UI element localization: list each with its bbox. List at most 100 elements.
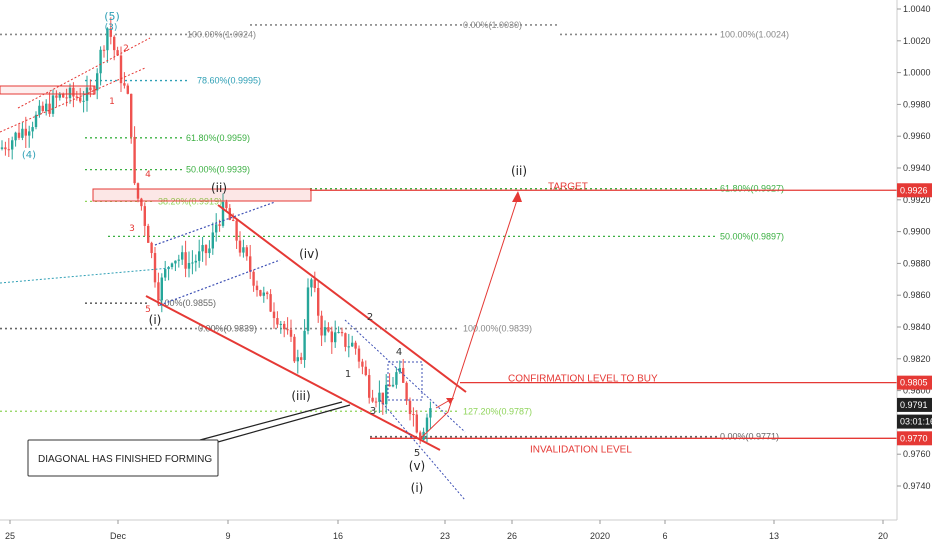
candle-body	[303, 330, 306, 360]
candle-body	[374, 401, 378, 403]
callout-text: DIAGONAL HAS FINISHED FORMING	[38, 454, 212, 465]
candle-body	[72, 87, 75, 97]
candle-body	[429, 408, 432, 418]
candle-body	[327, 327, 330, 332]
wave-label: 4	[145, 170, 151, 180]
price-badge	[897, 414, 932, 429]
price-badge-label: 03:01:16	[900, 417, 932, 427]
candle-body	[160, 277, 163, 301]
y-tick-label: 0.9880	[903, 258, 931, 268]
candle-body	[266, 292, 269, 295]
candle-body	[75, 96, 78, 98]
callout-pointer-1	[199, 401, 343, 441]
candle-body	[368, 375, 371, 398]
candle-body	[7, 149, 10, 151]
wave-label: (iv)	[299, 247, 319, 261]
candle-body	[211, 232, 214, 249]
projection-path	[420, 196, 519, 439]
candle-body	[351, 342, 354, 347]
candles	[0, 17, 432, 445]
candle-body	[51, 95, 55, 114]
candle-body	[99, 49, 102, 74]
candle-body	[381, 392, 384, 405]
wave4-zone	[387, 361, 423, 401]
candle-body	[147, 225, 150, 243]
candle-body	[289, 329, 293, 337]
y-tick-label: 0.9960	[903, 131, 931, 141]
price-badge-label: 0.9770	[900, 433, 928, 443]
candle-body	[136, 183, 140, 199]
wave-label: (v)	[409, 459, 425, 473]
fib-label: 100.00%(0.9839)	[463, 324, 532, 334]
candle-body	[272, 311, 276, 319]
candle-body	[21, 128, 24, 138]
fib-label: 100.00%(1.0024)	[720, 29, 789, 39]
fib-label: 61.80%(0.9927)	[720, 184, 784, 194]
candle-body	[153, 253, 157, 283]
candle-body	[283, 323, 286, 330]
price-badge	[897, 375, 932, 390]
candle-body	[378, 392, 381, 402]
y-tick-label: 0.9760	[903, 449, 931, 459]
candle-body	[65, 97, 68, 99]
channel-dotted-4	[379, 399, 466, 501]
candle-body	[96, 73, 99, 91]
candle-body	[242, 247, 245, 253]
wave-label: (5)	[104, 10, 120, 23]
candle-body	[306, 287, 310, 331]
candle-body	[130, 93, 133, 137]
candle-body	[174, 260, 177, 264]
candle-body	[82, 100, 85, 102]
candle-body	[425, 417, 429, 432]
price-badge	[897, 431, 932, 446]
y-tick-label: 1.0000	[903, 68, 931, 78]
fib-levels: 100.00%(1.0024) 0.00%(1.0030) 100.00%(1.00…	[0, 20, 897, 455]
candle-body	[323, 327, 327, 336]
channel-dotted-1	[159, 259, 281, 306]
x-tick-label: 16	[333, 531, 343, 541]
candle-body	[334, 332, 337, 343]
candle-body	[408, 400, 412, 415]
candle-body	[395, 372, 398, 385]
y-tick-label: 0.9980	[903, 99, 931, 109]
candle-body	[116, 50, 119, 56]
fib-label: 100.00%(1.0024)	[187, 29, 256, 39]
candle-body	[259, 290, 262, 296]
candle-body	[300, 357, 303, 360]
candle-body	[317, 287, 320, 316]
candle-body	[164, 269, 167, 278]
candle-body	[157, 282, 160, 301]
candle-body	[55, 95, 58, 98]
wave-label: (ii)	[511, 164, 527, 178]
candle-body	[191, 262, 194, 264]
y-tick-label: 0.9740	[903, 481, 931, 491]
candle-body	[238, 240, 242, 253]
fib-label: 0.00%(0.9855)	[157, 298, 216, 308]
mini-arrow	[435, 399, 451, 409]
candle-body	[364, 366, 367, 376]
candle-body	[106, 28, 109, 51]
candle-body	[215, 224, 218, 233]
candle-body	[14, 132, 17, 141]
candle-body	[38, 105, 41, 115]
key-level-label: TARGET	[548, 181, 588, 192]
fib-label: 0.00%(1.0030)	[463, 20, 522, 30]
fib-label: 0.00%(0.9839)	[198, 324, 257, 334]
wave-label: (i)	[149, 313, 162, 327]
candle-body	[249, 256, 252, 272]
candle-body	[388, 384, 391, 387]
candle-body	[204, 245, 208, 254]
candle-body	[252, 271, 255, 286]
candle-body	[391, 384, 395, 387]
candle-body	[313, 279, 316, 288]
fib-label: 0.00%(0.9771)	[720, 432, 779, 442]
fib-label: 61.80%(0.9959)	[186, 133, 250, 143]
callout-pointer-2	[199, 404, 351, 448]
candle-body	[347, 346, 350, 348]
y-tick-label: 0.9900	[903, 227, 931, 237]
candle-body	[344, 333, 347, 347]
fib-label: 50.00%(0.9897)	[720, 231, 784, 241]
candle-body	[79, 97, 82, 102]
diagonal-lower-line	[145, 295, 441, 451]
